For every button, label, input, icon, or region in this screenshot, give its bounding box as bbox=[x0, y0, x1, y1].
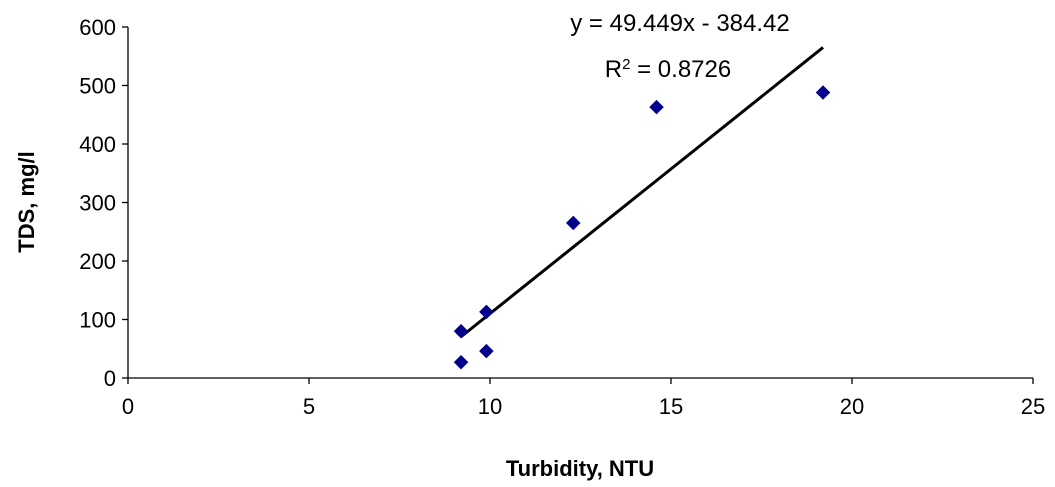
r-squared-label: R2 = 0.8726 bbox=[605, 56, 731, 84]
x-tick-label: 10 bbox=[478, 394, 502, 419]
y-tick-label: 300 bbox=[79, 191, 116, 216]
r-squared-value: = 0.8726 bbox=[630, 56, 731, 83]
x-axis-title: Turbidity, NTU bbox=[506, 456, 654, 481]
r-squared-prefix: R bbox=[605, 56, 622, 83]
data-point bbox=[479, 304, 494, 320]
y-tick-label: 0 bbox=[104, 366, 116, 391]
x-tick-label: 0 bbox=[122, 394, 134, 419]
y-tick-label: 400 bbox=[79, 132, 116, 157]
data-point bbox=[649, 99, 664, 115]
data-point bbox=[453, 323, 469, 339]
r-squared-superscript: 2 bbox=[622, 56, 630, 73]
trendline bbox=[460, 46, 824, 338]
y-tick-label: 600 bbox=[79, 15, 116, 40]
x-tick-label: 20 bbox=[840, 394, 864, 419]
y-tick-label: 100 bbox=[79, 308, 116, 333]
data-point bbox=[815, 85, 831, 100]
y-tick-label: 200 bbox=[79, 249, 116, 274]
data-point bbox=[479, 343, 494, 359]
x-tick-label: 5 bbox=[303, 394, 315, 419]
x-tick-label: 15 bbox=[659, 394, 683, 419]
trendline-equation: y = 49.449x - 384.42 bbox=[570, 10, 790, 37]
data-point bbox=[453, 354, 469, 370]
axes bbox=[127, 27, 1033, 379]
x-axis-ticks: 0 5 10 15 20 25 bbox=[122, 378, 1045, 419]
y-tick-label: 500 bbox=[79, 74, 116, 99]
x-tick-label: 25 bbox=[1021, 394, 1045, 419]
trendline-layer bbox=[460, 46, 824, 338]
y-axis-title: TDS, mg/l bbox=[14, 151, 39, 252]
data-point bbox=[565, 215, 581, 231]
y-axis-ticks: 0 100 200 300 400 500 600 bbox=[79, 15, 128, 391]
points-layer bbox=[453, 85, 831, 370]
